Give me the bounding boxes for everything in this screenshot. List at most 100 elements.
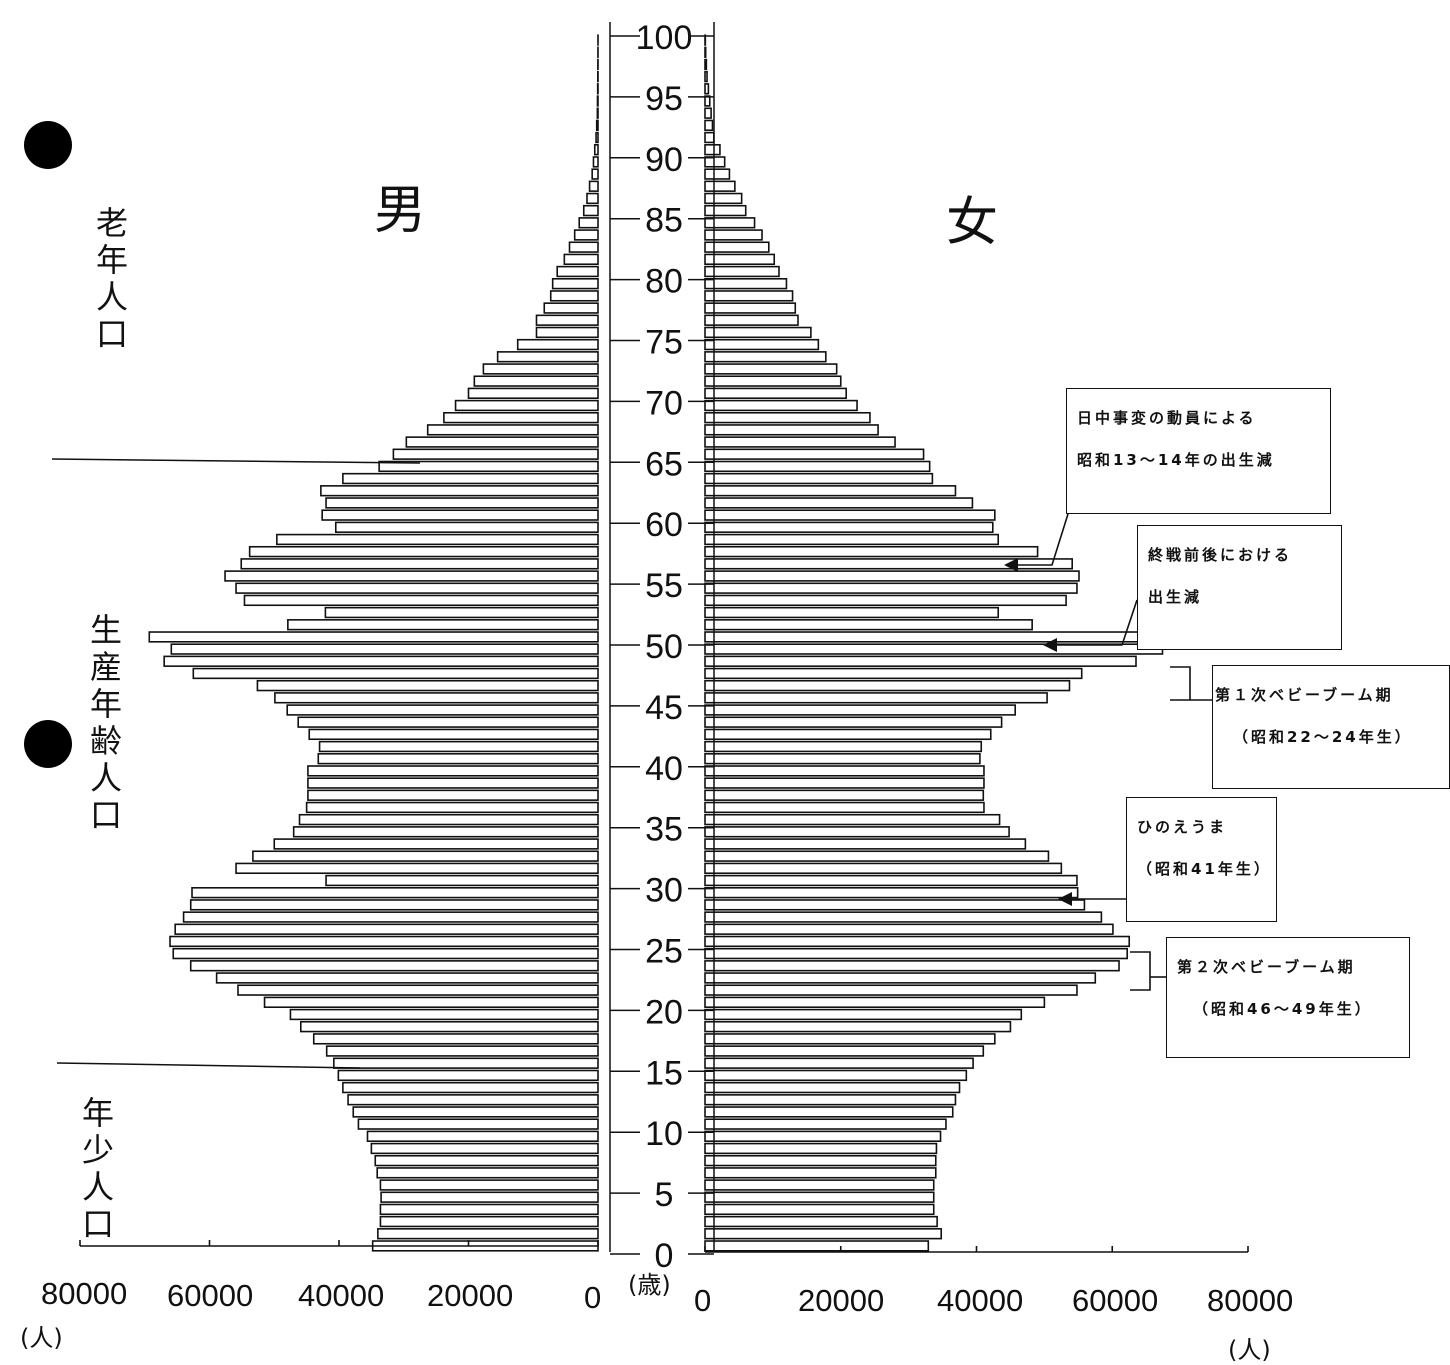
male-bar-age-32 <box>253 851 598 861</box>
male-bar-age-26 <box>175 924 598 934</box>
female-bar-age-11 <box>705 1107 953 1117</box>
annotation-hinoeuma: ひのえうま （昭和41年生） <box>1126 797 1277 922</box>
female-bar-age-86 <box>705 194 742 204</box>
age-tick-label-60: 60 <box>645 506 683 544</box>
female-bar-age-14 <box>705 1071 966 1081</box>
female-label: 女 <box>946 180 998 255</box>
leader-sino-war <box>1008 514 1068 565</box>
male-bar-age-57 <box>250 547 598 557</box>
annotation-second-baby-boom: 第２次ベビーブーム期 （昭和46～49年生） <box>1166 937 1410 1058</box>
female-bar-age-58 <box>705 535 998 545</box>
female-bar-age-76 <box>705 315 798 325</box>
male-bar-age-68 <box>444 413 598 423</box>
annotation-first-baby-boom: 第１次ベビーブーム期 （昭和22～24年生） <box>1212 665 1450 789</box>
male-bar-age-36 <box>307 803 598 813</box>
male-bar-age-76 <box>536 315 598 325</box>
female-bar-age-35 <box>705 815 1000 825</box>
male-bar-age-73 <box>498 352 598 362</box>
age-axis: 1009590858075706560555045403530252015105… <box>610 19 714 1275</box>
male-bar-age-66 <box>406 437 598 447</box>
female-bar-age-22 <box>705 973 1095 983</box>
male-bar-age-15 <box>334 1058 598 1068</box>
male-bar-age-71 <box>474 376 598 386</box>
male-bar-age-42 <box>309 729 598 739</box>
female-bar-age-77 <box>705 303 795 313</box>
female-bar-age-10 <box>705 1119 946 1129</box>
female-bar-age-44 <box>705 705 1015 715</box>
age-tick-label-20: 20 <box>645 993 683 1031</box>
age-tick-label-70: 70 <box>645 384 683 422</box>
male-bar-age-62 <box>321 486 598 496</box>
bracket-boom1 <box>1170 667 1190 700</box>
female-bar-age-68 <box>705 413 870 423</box>
female-bar-age-21 <box>705 985 1077 995</box>
female-bar-age-41 <box>705 742 981 752</box>
female-tick-60000: 60000 <box>1072 1283 1158 1319</box>
male-bar-age-59 <box>336 522 598 532</box>
male-bar-age-51 <box>288 620 598 630</box>
male-bar-age-80 <box>557 267 598 277</box>
male-bar-age-23 <box>191 961 598 971</box>
male-bar-age-63 <box>343 474 598 484</box>
male-bar-age-94 <box>597 96 598 106</box>
elderly-population-label: 老年人口 <box>92 205 132 353</box>
female-bar-age-80 <box>705 267 779 277</box>
male-bar-age-85 <box>584 206 598 216</box>
female-bar-age-87 <box>705 181 735 191</box>
bracket-boom2 <box>1130 952 1150 990</box>
age-tick-label-50: 50 <box>645 628 683 666</box>
female-bar-age-95 <box>705 84 708 94</box>
female-bar-age-38 <box>705 778 984 788</box>
female-bar-age-7 <box>705 1156 936 1166</box>
female-bar-age-25 <box>705 937 1129 947</box>
male-bar-age-74 <box>518 340 598 350</box>
female-bar-age-71 <box>705 376 841 386</box>
male-bar-age-19 <box>290 1010 598 1020</box>
male-bar-age-84 <box>579 218 598 228</box>
male-bar-age-27 <box>184 912 598 922</box>
female-bar-age-88 <box>705 169 729 179</box>
female-bar-age-48 <box>705 656 1136 666</box>
male-bar-age-7 <box>375 1156 598 1166</box>
female-bar-age-23 <box>705 961 1119 971</box>
male-bar-age-16 <box>327 1046 598 1056</box>
female-bar-age-78 <box>705 291 793 301</box>
female-bar-age-20 <box>705 997 1044 1007</box>
male-bar-age-45 <box>275 693 598 703</box>
male-bar-age-35 <box>300 815 598 825</box>
male-bar-age-69 <box>456 401 598 411</box>
male-bar-age-9 <box>367 1131 598 1141</box>
female-bar-age-28 <box>705 900 1084 910</box>
male-bar-age-50 <box>149 632 598 642</box>
female-bar-age-13 <box>705 1083 960 1093</box>
age-tick-label-95: 95 <box>645 80 683 118</box>
female-tick-80000: 80000 <box>1207 1283 1293 1319</box>
age-unit-label: (歳) <box>628 1265 671 1300</box>
female-bar-age-92 <box>705 120 712 130</box>
female-bar-age-98 <box>705 47 706 57</box>
female-bar-age-40 <box>705 754 980 764</box>
male-bar-age-53 <box>244 595 598 605</box>
annotation-war-end-birth-drop: 終戦前後における 出生減 <box>1137 525 1342 650</box>
male-bar-age-75 <box>536 328 598 338</box>
male-bar-age-25 <box>170 937 598 947</box>
female-bar-age-37 <box>705 790 983 800</box>
male-bar-age-13 <box>343 1083 598 1093</box>
male-bar-age-48 <box>164 656 598 666</box>
male-bar-age-8 <box>371 1144 598 1154</box>
female-bar-age-34 <box>705 827 1009 837</box>
female-bar-age-5 <box>705 1180 934 1190</box>
male-bar-age-6 <box>377 1168 598 1178</box>
female-bar-age-67 <box>705 425 878 435</box>
male-bar-age-61 <box>326 498 598 508</box>
divider-15 <box>57 1063 360 1068</box>
female-bars <box>705 35 1165 1251</box>
age-tick-label-10: 10 <box>645 1115 683 1153</box>
female-bar-age-27 <box>705 912 1101 922</box>
female-bar-age-59 <box>705 522 993 532</box>
male-bar-age-88 <box>592 169 598 179</box>
youth-population-label: 年少人口 <box>78 1095 118 1243</box>
age-tick-label-55: 55 <box>645 567 683 605</box>
male-bar-age-58 <box>277 535 598 545</box>
female-bar-age-54 <box>705 583 1077 593</box>
